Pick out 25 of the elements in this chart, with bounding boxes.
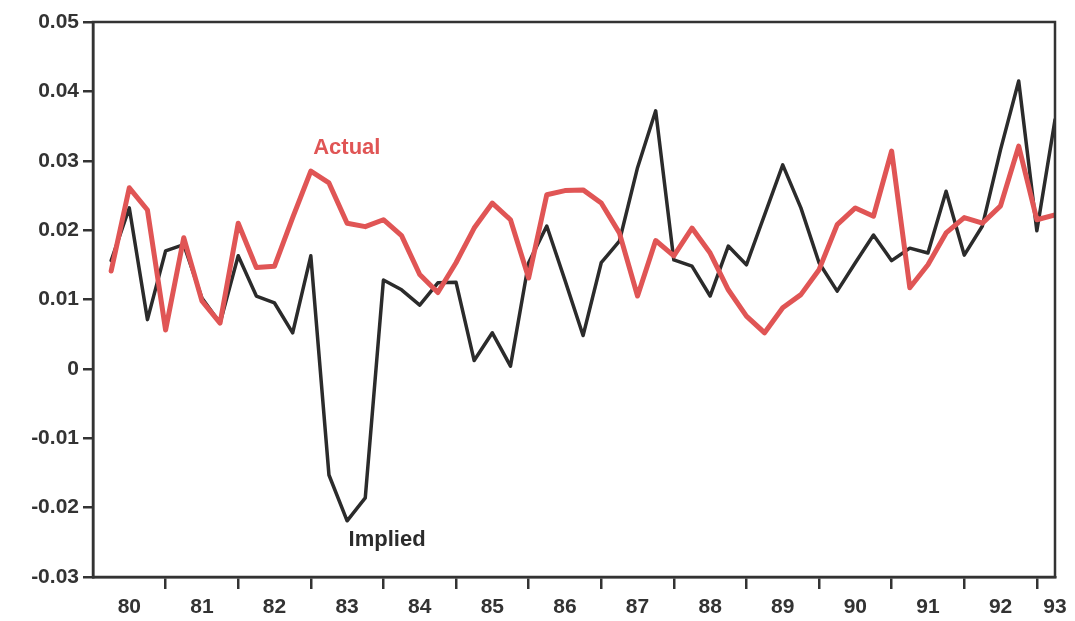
x-tick-label: 90: [843, 594, 868, 618]
x-tick-label: 81: [190, 594, 214, 618]
x-tick-label: 86: [553, 594, 577, 618]
x-tick-label: 80: [117, 594, 141, 618]
y-tick-label: -0.03: [31, 563, 79, 587]
x-tick-label: 85: [480, 594, 505, 618]
x-tick-label: 88: [698, 594, 723, 618]
x-tick-label: 82: [262, 594, 287, 618]
x-tick-label: 89: [771, 594, 795, 618]
series-label: Actual: [313, 134, 381, 160]
series-label: Implied: [348, 525, 426, 551]
y-tick-label: 0.05: [38, 8, 80, 32]
y-tick-label: 0.04: [38, 78, 80, 102]
y-tick-label: -0.01: [31, 425, 80, 449]
x-tick-label: 93: [1043, 594, 1067, 618]
y-tick-label: 0.01: [38, 286, 80, 310]
x-tick-label: 87: [625, 594, 650, 618]
y-tick-label: 0.02: [38, 216, 79, 240]
y-tick-label: 0: [67, 355, 79, 379]
x-tick-label: 92: [988, 594, 1013, 618]
y-tick-label: -0.02: [31, 494, 79, 518]
y-tick-label: 0.03: [38, 147, 79, 171]
x-tick-label: 91: [916, 594, 940, 618]
x-tick-label: 83: [335, 594, 359, 618]
x-tick-label: 84: [408, 594, 432, 618]
